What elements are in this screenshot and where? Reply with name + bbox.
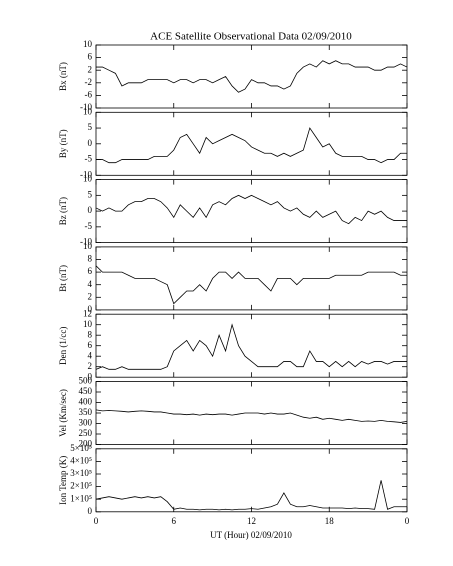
y-tick-label: 4×10⁵: [70, 455, 92, 465]
y-tick-label: 10: [83, 39, 93, 49]
y-tick-label: 300: [79, 418, 93, 428]
y-tick-label: 2×10⁵: [70, 481, 92, 491]
y-tick-label: 1×10⁵: [70, 493, 92, 503]
y-tick-label: 0: [88, 138, 93, 148]
y-tick-label: 0: [88, 506, 93, 516]
y-axis-label: Bx (nT): [58, 62, 68, 91]
y-tick-label: 2: [88, 291, 93, 301]
y-tick-label: 450: [79, 386, 93, 396]
y-axis-label: Bz (nT): [58, 197, 68, 225]
y-axis-label: By (nT): [58, 129, 68, 158]
y-tick-label: -5: [85, 221, 93, 231]
y-tick-label: 200: [79, 439, 93, 449]
y-tick-label: 350: [79, 407, 93, 417]
y-tick-label: 250: [79, 428, 93, 438]
y-tick-label: 400: [79, 397, 93, 407]
y-tick-label: 500: [79, 376, 93, 386]
data-line: [95, 194, 407, 225]
y-tick-label: -5: [85, 154, 93, 164]
y-tick-label: 4: [88, 350, 93, 360]
y-tick-label: 6: [88, 52, 93, 62]
y-tick-label: 0: [88, 205, 93, 215]
y-tick-label: -10: [80, 102, 92, 112]
y-tick-label: 0: [88, 304, 93, 314]
y-tick-label: 5×10⁵: [70, 443, 92, 453]
y-tick-label: -10: [80, 169, 92, 179]
y-tick-label: 3×10⁵: [70, 468, 92, 478]
data-line: [95, 480, 407, 511]
plot-frame: [95, 179, 408, 244]
y-tick-label: 6: [88, 340, 93, 350]
y-tick-label: 12: [83, 308, 92, 318]
y-tick-label: 8: [88, 329, 93, 339]
plot-frame: [95, 313, 408, 378]
x-tick-label: 12: [247, 516, 256, 526]
y-tick-label: 10: [83, 319, 93, 329]
y-tick-label: -10: [80, 237, 92, 247]
plot-frame: [95, 448, 408, 513]
y-tick-label: -2: [85, 77, 93, 87]
y-tick-label: 0: [88, 371, 93, 381]
x-tick-label: 18: [325, 516, 335, 526]
data-line: [95, 265, 407, 305]
y-axis-label: Vel (Km/sec): [58, 389, 68, 437]
y-axis-label: Ion Temp (K): [58, 456, 68, 505]
y-tick-label: 8: [88, 254, 93, 264]
y-tick-label: 2: [88, 361, 93, 371]
y-axis-label: Bt (nT): [58, 265, 68, 292]
data-line: [96, 127, 407, 164]
y-axis-label: Den (1/cc): [58, 327, 68, 365]
plot-frame: [95, 44, 408, 109]
y-tick-label: 10: [83, 174, 93, 184]
y-tick-label: 10: [83, 241, 93, 251]
y-tick-label: 5: [88, 122, 93, 132]
data-line: [95, 409, 408, 423]
data-line: [96, 60, 408, 93]
x-tick-label: 6: [172, 516, 177, 526]
y-tick-label: 2: [88, 64, 93, 74]
y-tick-label: 5: [88, 189, 93, 199]
data-line: [95, 323, 407, 370]
y-tick-label: 10: [83, 106, 93, 116]
y-tick-label: 4: [88, 279, 93, 289]
chart-title: ACE Satellite Observational Data 02/09/2…: [150, 31, 352, 43]
y-tick-label: -6: [85, 89, 93, 99]
x-axis-label: UT (Hour) 02/09/2010: [210, 530, 292, 540]
y-tick-label: 6: [88, 266, 93, 276]
plot-frame: [95, 111, 408, 176]
x-tick-label: 0: [405, 516, 410, 526]
x-tick-label: 0: [94, 516, 99, 526]
